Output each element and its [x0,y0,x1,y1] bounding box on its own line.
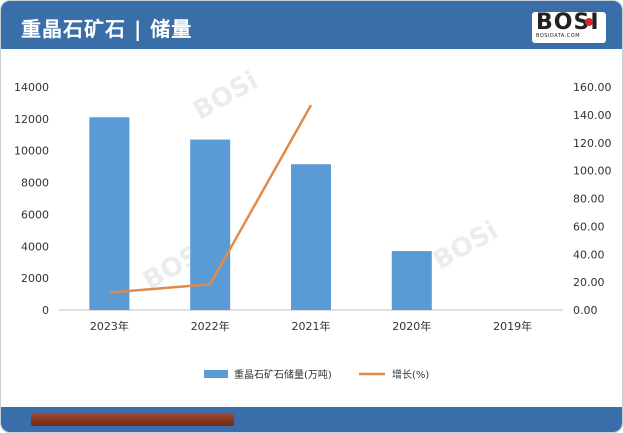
y-right-tick-label: 160.00 [573,81,612,94]
y-right-tick-label: 0.00 [573,304,598,317]
x-tick-label: 2021年 [292,319,331,333]
header-bar: 重晶石矿石 | 储量 BOSI BOSIDATA.COM [1,1,622,49]
bar [391,251,432,310]
y-left-tick-label: 8000 [21,177,49,190]
y-left-tick-label: 6000 [21,208,49,221]
footer-bar [1,407,622,432]
x-tick-label: 2022年 [191,319,230,333]
bar [89,117,130,310]
bar [190,139,231,310]
y-right-tick-label: 140.00 [573,109,612,122]
legend-bar-swatch [204,370,228,378]
y-right-tick-label: 60.00 [573,220,605,233]
footer-accent [31,413,234,426]
y-left-tick-label: 12000 [14,113,49,126]
y-right-tick-label: 40.00 [573,248,605,261]
x-tick-label: 2020年 [392,319,431,333]
logo-subtext: BOSIDATA.COM [536,33,581,39]
page-title: 重晶石矿石 | 储量 [21,17,193,41]
chart-area: 0 2000 4000 6000 8000 10000 12000 14000 0.00 20.0… [14,81,612,381]
y-right-tick-label: 120.00 [573,137,612,150]
logo-dot-icon [585,18,593,26]
x-tick-label: 2019年 [493,319,532,333]
x-tick-label: 2023年 [90,319,129,333]
y-left-tick-label: 0 [42,304,49,317]
bar [291,164,331,310]
y-left-tick-label: 4000 [21,240,49,253]
growth-line [109,104,313,294]
y-left-tick-label: 2000 [21,272,49,285]
y-right-tick-label: 100.00 [573,165,612,178]
y-left-tick-label: 14000 [14,81,49,94]
y-right-tick-label: 20.00 [573,276,605,289]
legend-bar-label: 重晶石矿石储量(万吨) [234,368,332,381]
y-right-tick-label: 80.00 [573,193,605,206]
y-left-tick-label: 10000 [14,145,49,158]
brand-logo: BOSI BOSIDATA.COM [532,10,606,43]
legend-line-label: 增长(%) [392,368,429,381]
